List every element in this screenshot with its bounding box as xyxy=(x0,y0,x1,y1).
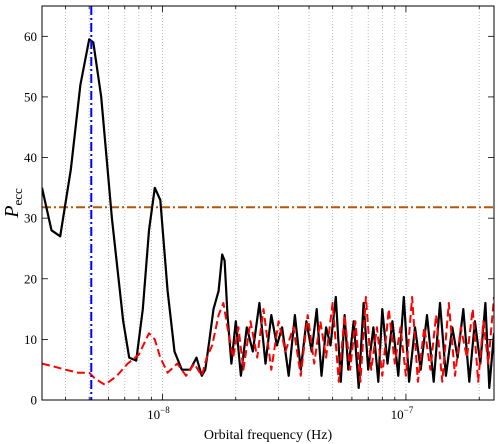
series-line-black xyxy=(42,38,494,389)
y-tick-label: 10 xyxy=(24,332,37,347)
x-tick-labels: 10−8 10−7 xyxy=(147,405,414,422)
y-tick-label: 30 xyxy=(24,211,37,226)
y-tick-label: 40 xyxy=(24,150,37,165)
y-tick-label: 50 xyxy=(24,89,37,104)
x-axis-label: Orbital frequency (Hz) xyxy=(204,428,333,443)
y-axis-label-symbol: P xyxy=(1,206,23,219)
y-axis-label: Pecc xyxy=(1,188,25,219)
y-tick-labels: 0 10 20 30 40 50 60 xyxy=(24,29,37,408)
y-axis-label-subscript: ecc xyxy=(10,188,25,206)
plot-area xyxy=(42,6,494,400)
y-tick-label: 60 xyxy=(24,29,37,44)
x-tick-label: 10−8 xyxy=(147,405,170,422)
series-group xyxy=(42,6,494,400)
x-tick-label: 10−7 xyxy=(391,405,414,422)
y-tick-label: 20 xyxy=(24,271,37,286)
plot-frame xyxy=(41,5,495,401)
y-tick-label: 0 xyxy=(31,393,38,408)
series-line-red-dashed xyxy=(42,296,494,386)
